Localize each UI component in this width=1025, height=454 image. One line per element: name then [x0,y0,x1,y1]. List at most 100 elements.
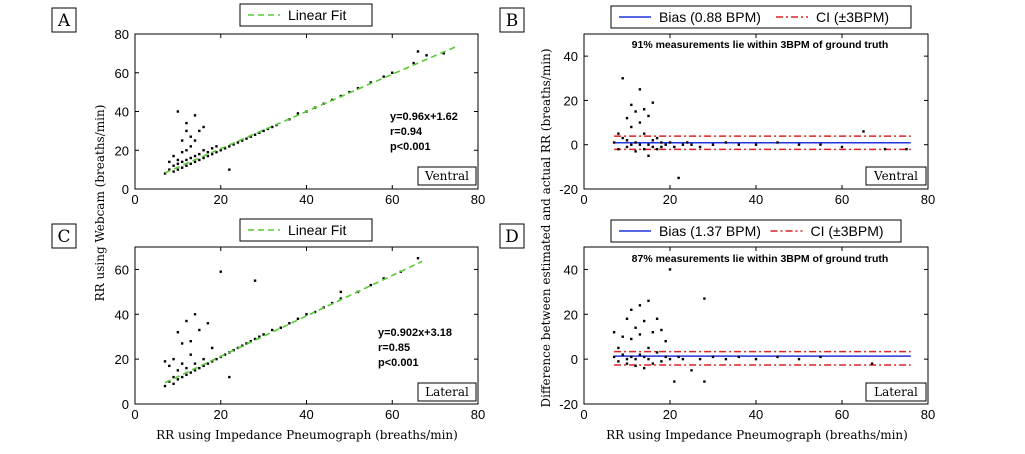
panel-d-data-point [651,331,654,334]
panel-a-plot-area [163,45,457,175]
panel-d-legend-box [610,219,902,243]
panel-d-data-point [621,353,624,356]
panel-c-ytick-label: 0 [122,397,129,412]
panel-a-data-point [202,125,205,129]
panel-c-data-point [258,335,261,338]
panel-d-data-point [681,357,685,361]
panel-a-data-point [262,129,265,133]
panel-d-data-point [668,357,672,361]
panel-a-data-point [198,158,201,162]
panel-b-data-point [630,103,633,107]
panel-a-legend-box [239,3,373,27]
panel-b-data-point [660,145,663,149]
panel-b-plot-area [612,77,911,180]
panel-b-data-point [638,143,642,146]
panel-a-data-point [176,158,180,162]
panel-c: 0 20 40 60 80 0 20 40 60 C Linear Fit y=0.902x+3.18… [51,218,485,422]
panel-b-data-point [647,154,650,157]
panel-c-data-point [198,366,201,370]
panel-c-data-point [279,326,282,329]
panel-c-ytick-label: 60 [115,262,129,277]
panel-a-data-point [189,135,192,138]
panel-d-note: 87% measurements lie within 3BPM of grou… [632,253,889,265]
panel-b-data-point [677,176,680,180]
panel-a-data-point [296,112,300,115]
panel-c-xtick-label: 40 [299,407,313,422]
panel-d-data-point [664,340,667,343]
panel-a: 0 20 40 60 80 0 20 40 60 80 A Linear Fit y=0.96x+1.6… [51,3,485,207]
panel-b-data-point [617,132,620,135]
panel-b-data-point [673,145,676,149]
panel-b-data-point [655,147,659,151]
panel-a-data-point [271,125,274,129]
panel-a-data-point [223,147,227,150]
panel-c-stats-line: r=0.85 [378,342,410,354]
panel-c-data-point [189,353,192,356]
panel-d-xtick-label: 60 [835,407,849,422]
panel-a-data-point [172,170,175,173]
panel-d-xtick-label: 40 [749,407,763,422]
panel-a-data-point [215,150,218,154]
panel-b-data-point [625,145,629,149]
panel-c-stats-line: y=0.902x+3.18 [378,327,452,339]
panel-b-letter: B [506,11,519,31]
panel-d-data-point [673,380,676,383]
panel-a-letter: A [57,11,71,31]
panel-d-data-point [711,355,715,359]
panel-b-data-point [724,141,728,144]
panel-c-tag-box [417,382,477,402]
panel-d-legend-bias-label: Bias (1.37 BPM) [659,223,761,239]
panel-a-data-point [189,162,192,166]
panel-c-axes-frame [134,246,479,405]
panel-d-data-point [819,355,822,359]
panel-d-data-point [664,355,667,359]
panel-c-data-point [253,337,257,341]
panel-b-data-point [621,136,624,140]
panel-a-data-point [206,150,210,154]
panel-a-data-point [189,145,192,148]
panel-a-stats-line: p<0.001 [390,141,431,153]
panel-d-xtick-label: 20 [663,407,677,422]
panel-c-data-point [185,319,188,323]
panel-b-note: 91% measurements lie within 3BPM of grou… [632,39,889,51]
panel-d-data-point [797,357,801,361]
panel-a-data-point [180,139,184,142]
panel-b-data-point [681,143,685,146]
panel-c-data-point [202,364,205,368]
panel-c-data-point [206,362,210,365]
panel-c-data-point [168,364,171,368]
panel-c-data-point [262,333,265,336]
panel-d-data-point [724,357,728,361]
panel-d-ytick-label: 40 [564,262,578,277]
panel-d-data-point [612,355,616,359]
panel-d-data-point [630,355,633,359]
panel-c-data-point [210,346,214,350]
panel-c-data-point [172,357,175,361]
panel-d-data-point [621,335,624,338]
panel-b-data-point [625,116,629,120]
panel-d-data-point [690,369,693,372]
panel-c-legend-fit-label: Linear Fit [288,222,346,238]
panel-a-data-point [425,54,428,57]
panel-b-data-point [690,143,693,146]
panel-d-data-point [638,353,642,356]
panel-b-data-point [883,147,887,151]
panel-c-letter-box [51,223,77,249]
panel-b-data-point [660,141,663,144]
panel-d-ytick-label: -20 [559,397,578,412]
panel-c-xtick-label: 20 [214,407,228,422]
panel-c-data-point [172,382,175,386]
panel-d-xtick-label: 0 [580,407,587,422]
panel-d-plot-area [612,268,911,383]
panel-b-data-point [621,77,624,80]
panel-c-legend-box [239,218,373,242]
panel-b-data-point [643,147,646,151]
panel-a-data-point [172,154,175,158]
panel-c-data-point [206,322,210,325]
panel-c-data-point [210,360,214,363]
panel-b-data-point [698,145,702,149]
panel-d-data-point [668,268,672,271]
panel-a-data-point [391,71,394,74]
panel-c-data-point [228,375,231,379]
